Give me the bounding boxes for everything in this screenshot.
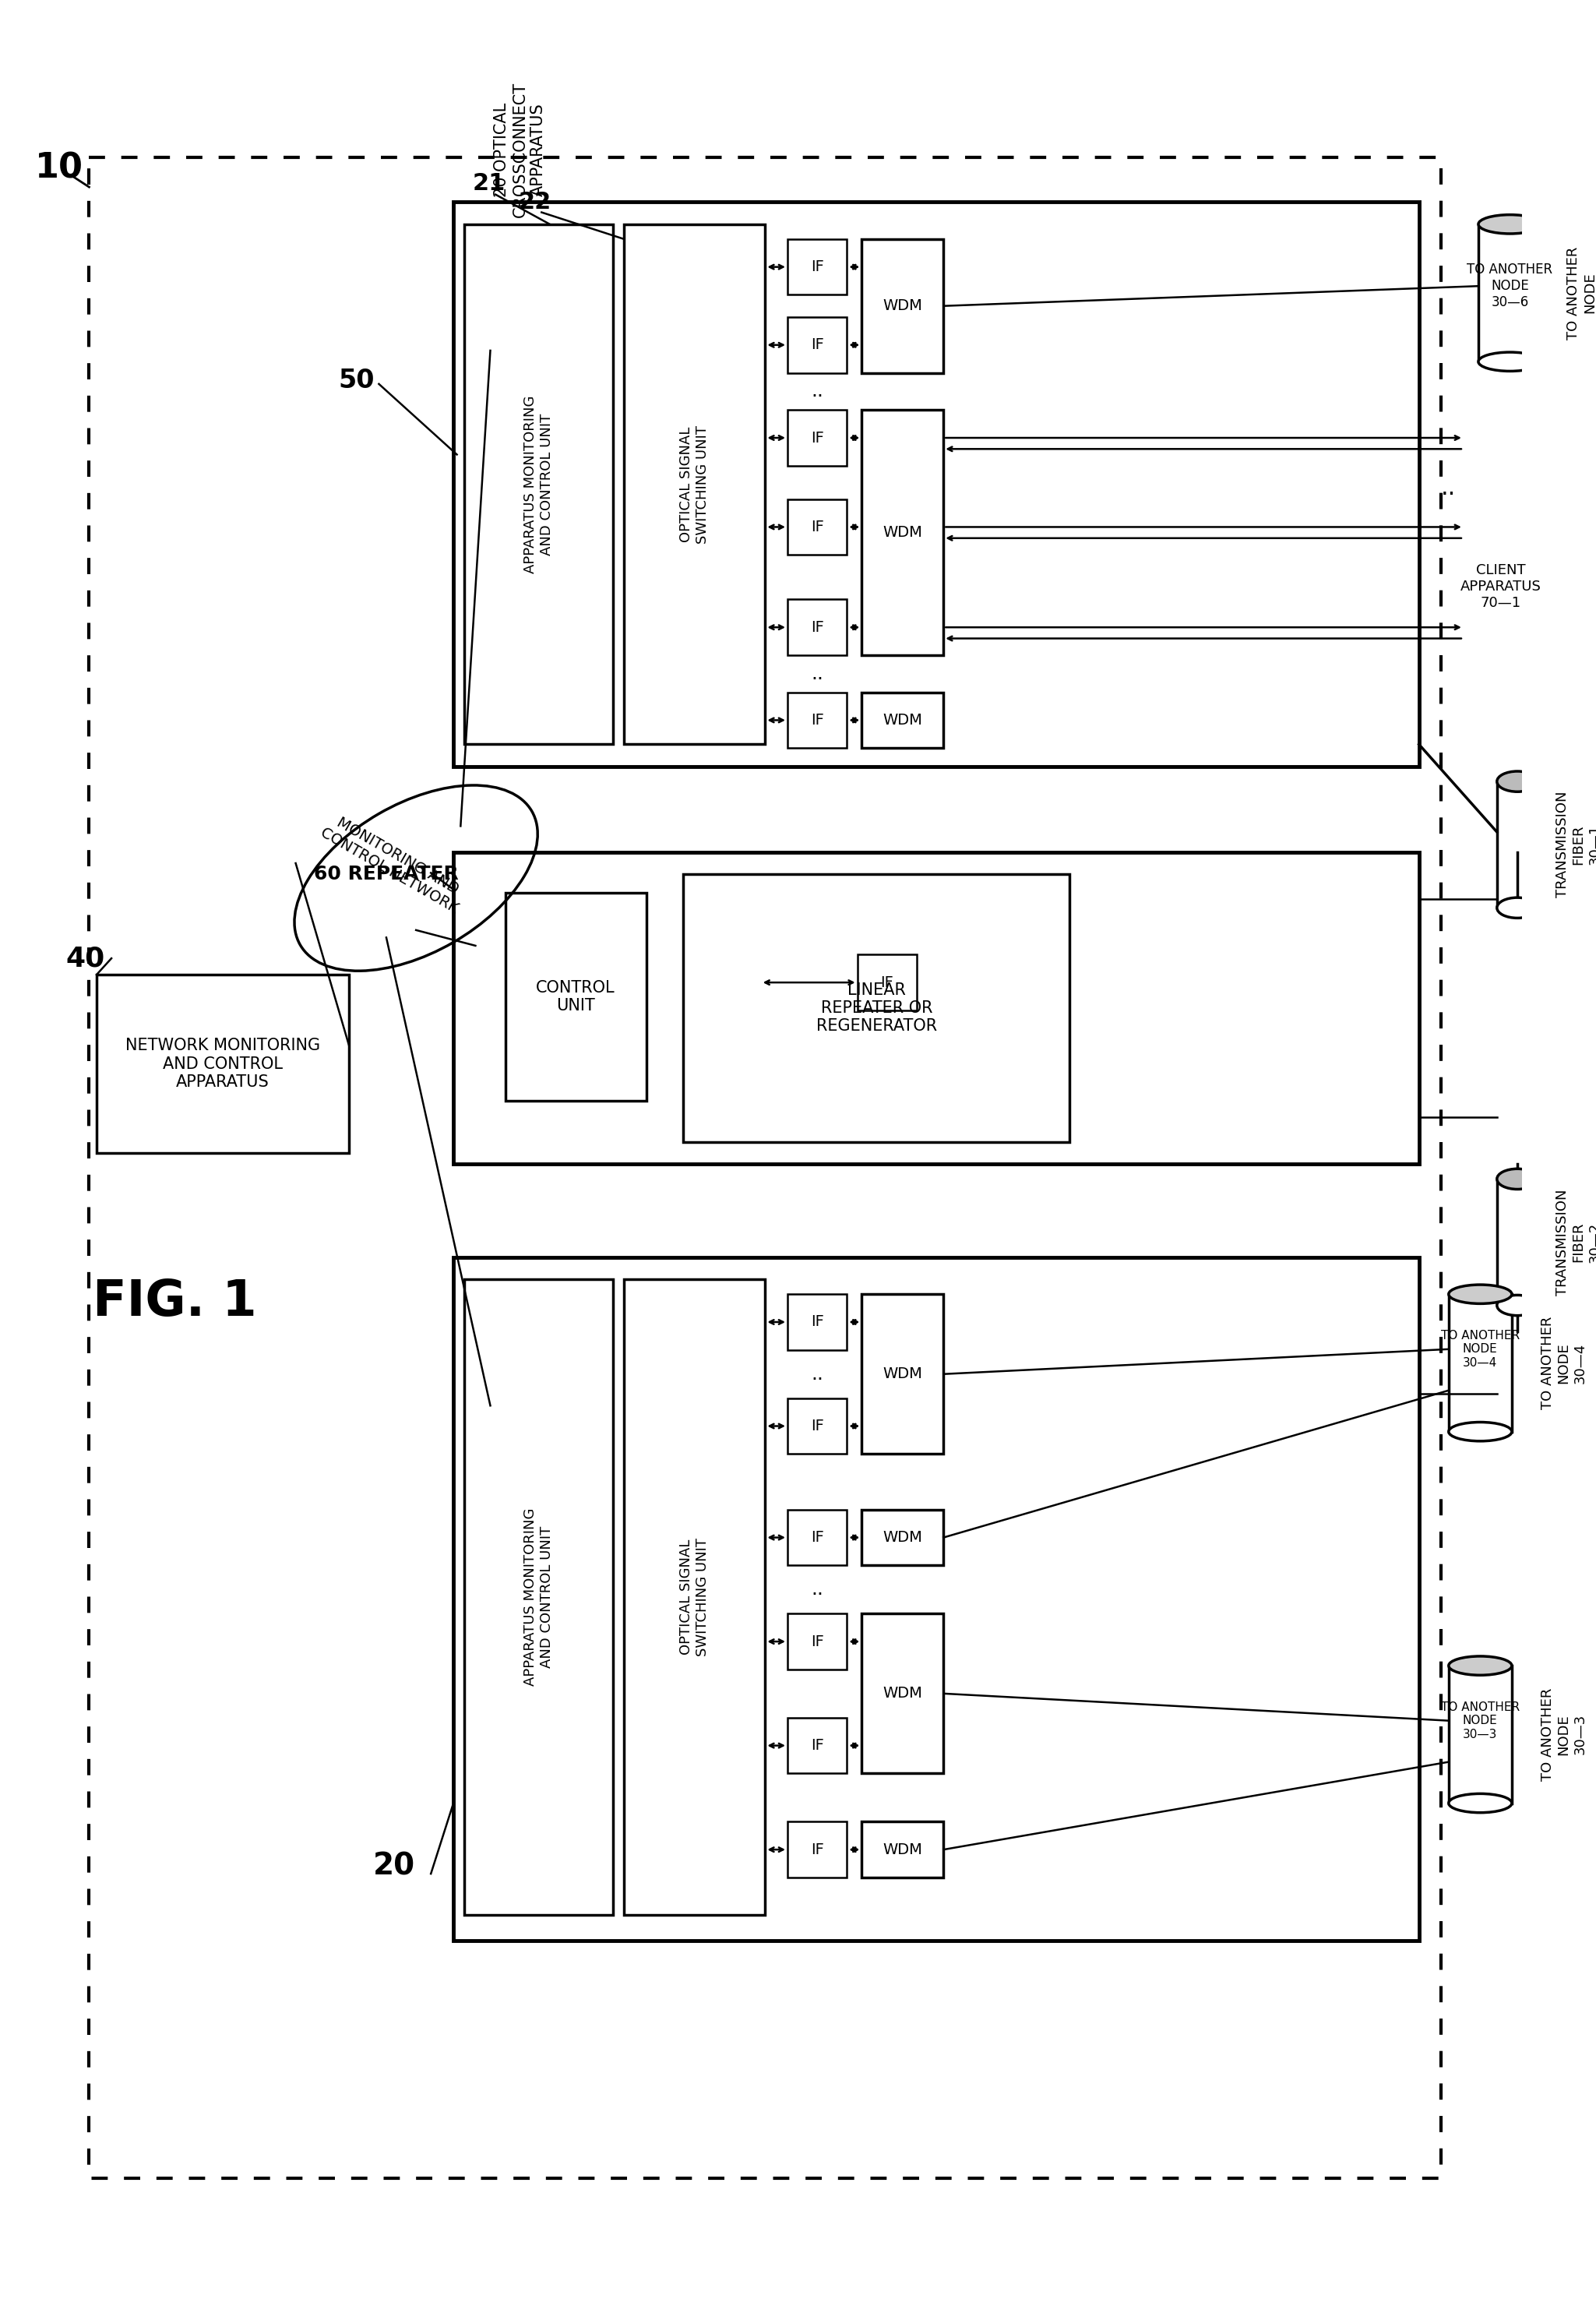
Bar bbox=[787, 410, 847, 466]
Bar bbox=[453, 203, 1419, 766]
Text: TO ANOTHER
NODE
30—4: TO ANOTHER NODE 30—4 bbox=[1540, 1317, 1586, 1409]
Bar bbox=[1449, 1294, 1511, 1432]
Text: WDM: WDM bbox=[883, 1531, 922, 1545]
Bar bbox=[683, 874, 1069, 1141]
Bar bbox=[862, 410, 943, 655]
Text: NETWORK MONITORING
AND CONTROL
APPARATUS: NETWORK MONITORING AND CONTROL APPARATUS bbox=[126, 1038, 321, 1091]
Bar bbox=[453, 1257, 1419, 1942]
Ellipse shape bbox=[1449, 1656, 1511, 1674]
Bar bbox=[862, 1822, 943, 1877]
Text: APPARATUS MONITORING
AND CONTROL UNIT: APPARATUS MONITORING AND CONTROL UNIT bbox=[523, 1508, 554, 1686]
Bar bbox=[787, 1510, 847, 1566]
Text: 10: 10 bbox=[35, 152, 83, 184]
Text: ..: .. bbox=[811, 664, 824, 683]
Text: IF: IF bbox=[811, 1314, 824, 1331]
Text: IF: IF bbox=[811, 1635, 824, 1649]
Bar bbox=[1497, 1178, 1539, 1305]
Bar bbox=[787, 1718, 847, 1773]
Bar bbox=[453, 853, 1419, 1165]
Bar bbox=[1449, 1665, 1511, 1803]
Text: 22: 22 bbox=[519, 191, 551, 212]
Text: MONITORING AND
CONTROL NETWORK: MONITORING AND CONTROL NETWORK bbox=[318, 809, 469, 915]
Bar bbox=[1497, 782, 1539, 909]
Text: TO ANOTHER
NODE
30—6: TO ANOTHER NODE 30—6 bbox=[1467, 263, 1553, 309]
Bar bbox=[464, 1280, 613, 1914]
Text: IF: IF bbox=[811, 713, 824, 729]
Text: IF: IF bbox=[811, 261, 824, 274]
Text: IF: IF bbox=[811, 337, 824, 353]
Text: TO ANOTHER
NODE
30—3: TO ANOTHER NODE 30—3 bbox=[1441, 1702, 1519, 1741]
Text: IF: IF bbox=[811, 1418, 824, 1434]
Text: TRANSMISSION
FIBER
30—1: TRANSMISSION FIBER 30—1 bbox=[1556, 791, 1596, 897]
Text: ..: .. bbox=[811, 1365, 824, 1384]
Text: WDM: WDM bbox=[883, 1367, 922, 1381]
Bar bbox=[97, 975, 350, 1153]
Bar bbox=[464, 224, 613, 745]
Bar bbox=[624, 1280, 764, 1914]
Bar bbox=[624, 224, 764, 745]
Text: WDM: WDM bbox=[883, 1686, 922, 1702]
Text: 40: 40 bbox=[65, 945, 105, 971]
Bar bbox=[787, 1294, 847, 1349]
Text: 20 OPTICAL
CROSSCONNECT
APPARATUS: 20 OPTICAL CROSSCONNECT APPARATUS bbox=[495, 83, 546, 217]
Text: WDM: WDM bbox=[883, 1842, 922, 1856]
Bar bbox=[787, 1397, 847, 1453]
Text: TO ANOTHER
NODE
30—3: TO ANOTHER NODE 30—3 bbox=[1540, 1688, 1586, 1780]
Text: LINEAR
REPEATER OR
REGENERATOR: LINEAR REPEATER OR REGENERATOR bbox=[816, 982, 937, 1033]
Ellipse shape bbox=[1497, 1169, 1539, 1190]
Text: APPARATUS MONITORING
AND CONTROL UNIT: APPARATUS MONITORING AND CONTROL UNIT bbox=[523, 394, 554, 574]
Text: ..: .. bbox=[811, 1580, 824, 1598]
Text: IF: IF bbox=[881, 975, 894, 989]
Text: WDM: WDM bbox=[883, 297, 922, 314]
Ellipse shape bbox=[1497, 770, 1539, 791]
Bar bbox=[1478, 224, 1542, 362]
Bar bbox=[787, 600, 847, 655]
Bar bbox=[857, 955, 916, 1010]
Text: FIG. 1: FIG. 1 bbox=[93, 1278, 257, 1326]
Text: TO ANOTHER
NODE
30—6: TO ANOTHER NODE 30—6 bbox=[1567, 247, 1596, 339]
Text: WDM: WDM bbox=[883, 713, 922, 729]
Ellipse shape bbox=[1478, 214, 1542, 233]
Ellipse shape bbox=[1449, 1794, 1511, 1813]
Text: 21: 21 bbox=[472, 173, 506, 194]
Bar bbox=[787, 1822, 847, 1877]
Text: ..: .. bbox=[1441, 477, 1456, 500]
Text: IF: IF bbox=[811, 1531, 824, 1545]
Text: OPTICAL SIGNAL
SWITCHING UNIT: OPTICAL SIGNAL SWITCHING UNIT bbox=[680, 424, 710, 544]
Bar bbox=[89, 157, 1441, 2179]
Bar bbox=[862, 1510, 943, 1566]
Text: IF: IF bbox=[811, 620, 824, 634]
Text: 20: 20 bbox=[372, 1852, 415, 1882]
Text: CLIENT
APPARATUS
70—1: CLIENT APPARATUS 70—1 bbox=[1460, 563, 1542, 609]
Text: 60 REPEATER: 60 REPEATER bbox=[314, 865, 458, 883]
Ellipse shape bbox=[1478, 353, 1542, 371]
Bar bbox=[787, 1614, 847, 1670]
Text: IF: IF bbox=[811, 1739, 824, 1753]
Text: OPTICAL SIGNAL
SWITCHING UNIT: OPTICAL SIGNAL SWITCHING UNIT bbox=[680, 1538, 710, 1656]
Text: ..: .. bbox=[811, 383, 824, 401]
Ellipse shape bbox=[1449, 1284, 1511, 1303]
Bar bbox=[862, 1294, 943, 1453]
Text: 50: 50 bbox=[338, 367, 375, 392]
Bar bbox=[787, 692, 847, 747]
Bar bbox=[862, 1614, 943, 1773]
Text: IF: IF bbox=[811, 431, 824, 445]
Text: TO ANOTHER
NODE
30—4: TO ANOTHER NODE 30—4 bbox=[1441, 1331, 1519, 1367]
Bar bbox=[862, 692, 943, 747]
Text: IF: IF bbox=[811, 1842, 824, 1856]
Ellipse shape bbox=[1449, 1423, 1511, 1441]
Ellipse shape bbox=[1497, 897, 1539, 918]
Bar bbox=[787, 240, 847, 295]
Bar bbox=[787, 498, 847, 556]
Text: WDM: WDM bbox=[883, 526, 922, 540]
Bar bbox=[506, 892, 646, 1100]
Text: IF: IF bbox=[811, 519, 824, 535]
Bar bbox=[787, 318, 847, 374]
Text: TRANSMISSION
FIBER
30—2: TRANSMISSION FIBER 30—2 bbox=[1556, 1190, 1596, 1296]
Ellipse shape bbox=[1497, 1296, 1539, 1314]
Text: CONTROL
UNIT: CONTROL UNIT bbox=[536, 980, 616, 1015]
Bar bbox=[862, 240, 943, 374]
